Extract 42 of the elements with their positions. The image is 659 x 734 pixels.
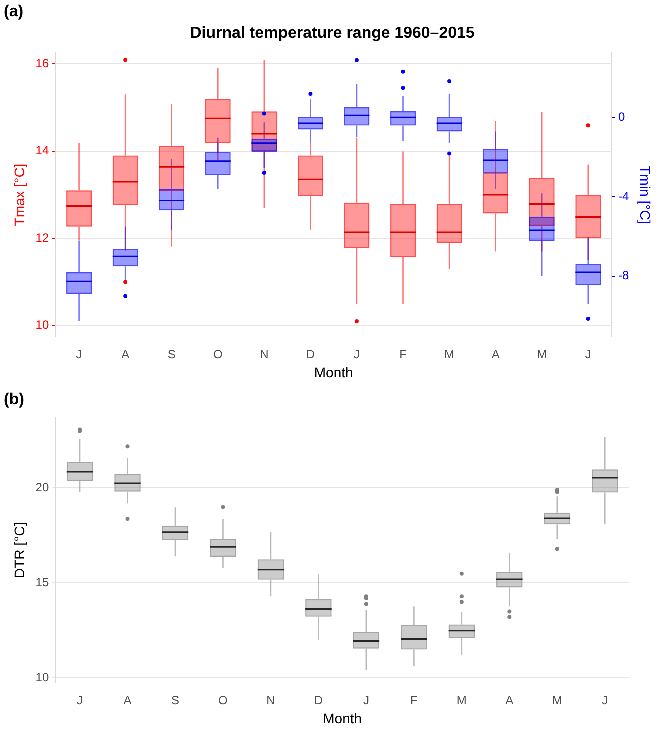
x-tick-label: O bbox=[218, 693, 228, 708]
x-tick-label: J bbox=[354, 347, 360, 362]
x-tick-label: J bbox=[76, 347, 82, 362]
x-tick-label: S bbox=[171, 693, 180, 708]
y-tick-label: 10 bbox=[36, 318, 50, 332]
x-axis-title: Month bbox=[323, 710, 362, 726]
x-tick-label: A bbox=[124, 693, 132, 708]
x-tick-label: A bbox=[492, 347, 500, 362]
y-axis-title: DTR [°C] bbox=[11, 522, 28, 578]
y-tick-label: 12 bbox=[36, 230, 50, 245]
x-tick-label: D bbox=[306, 347, 316, 362]
x-tick-label: S bbox=[168, 347, 176, 362]
x-tick-label: O bbox=[213, 347, 223, 362]
x-tick-label: F bbox=[410, 693, 418, 708]
x-tick-label: J bbox=[77, 693, 84, 708]
x-tick-label: J bbox=[363, 693, 370, 708]
x-tick-label: A bbox=[506, 693, 514, 708]
y-tick-label: 10 bbox=[36, 670, 50, 684]
x-tick-label: N bbox=[266, 693, 276, 708]
y2-tick-label: -4 bbox=[618, 189, 630, 204]
text: (a) bbox=[4, 3, 24, 20]
x-axis-title: Month bbox=[314, 364, 354, 380]
y-tick-label: 15 bbox=[36, 575, 50, 590]
x-tick-label: D bbox=[314, 693, 324, 708]
y-axis-title: Tmax [°C] bbox=[11, 164, 28, 226]
x-tick-label: F bbox=[400, 347, 407, 362]
x-tick-label: M bbox=[552, 693, 562, 708]
chart-title: Diurnal temperature range 1960–2015 bbox=[190, 25, 475, 42]
y2-tick-label: 0 bbox=[618, 110, 626, 124]
x-tick-label: M bbox=[537, 347, 548, 362]
x-tick-label: N bbox=[260, 347, 269, 362]
x-tick-label: M bbox=[444, 347, 455, 362]
y-tick-label: 14 bbox=[36, 144, 50, 158]
x-tick-label: J bbox=[585, 347, 592, 362]
x-tick-label: M bbox=[456, 693, 467, 708]
x-tick-label: J bbox=[602, 693, 608, 708]
y2-axis-title: Tmin [°C] bbox=[638, 166, 654, 224]
text: (b) bbox=[4, 391, 24, 408]
x-tick-label: A bbox=[122, 347, 130, 362]
y2-tick-label: -8 bbox=[618, 268, 630, 283]
y-tick-label: 20 bbox=[36, 480, 50, 495]
y-tick-label: 16 bbox=[36, 56, 50, 70]
